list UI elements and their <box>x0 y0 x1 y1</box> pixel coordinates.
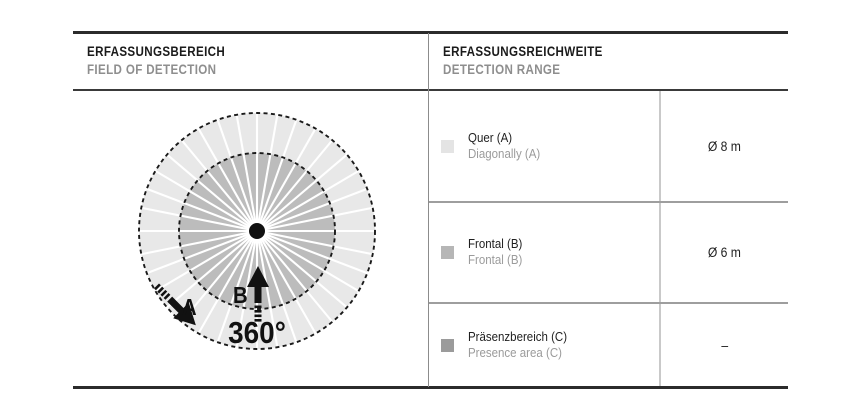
arrow-a-label: A <box>182 294 197 321</box>
inner-ring-border <box>178 152 336 310</box>
angle-label: 360° <box>228 316 286 351</box>
left-header-en: FIELD OF DETECTION <box>87 62 217 77</box>
left-panel-header: ERFASSUNGSBEREICH FIELD OF DETECTION <box>87 43 248 79</box>
legend-label-b-en: Frontal (B) <box>468 253 523 267</box>
legend-value-b-text: Ø 6 m <box>707 245 742 260</box>
legend-value-a-text: Ø 8 m <box>707 138 742 154</box>
legend-row-a: Quer (A) Diagonally (A) <box>429 91 659 201</box>
right-header-en: DETECTION RANGE <box>443 62 561 77</box>
legend-label-a-de: Quer (A) <box>468 130 513 145</box>
header-separator-rule <box>73 89 788 91</box>
outer-ring-border <box>138 112 376 350</box>
legend-labels-c: Präsenzbereich (C) Presence area (C) <box>468 329 576 362</box>
legend-value-c-text: – <box>721 337 728 353</box>
left-header-de: ERFASSUNGSBEREICH <box>87 44 226 59</box>
legend-row-c: Präsenzbereich (C) Presence area (C) <box>429 304 659 386</box>
row-divider-2 <box>429 302 788 304</box>
legend-swatch-c <box>441 338 454 352</box>
legend-labels-a: Quer (A) Diagonally (A) <box>468 130 547 163</box>
table-top-rule <box>73 31 788 34</box>
panel-vertical-divider <box>428 33 429 387</box>
detection-spec-table: ERFASSUNGSBEREICH FIELD OF DETECTION ERF… <box>73 31 788 389</box>
right-panel-header: ERFASSUNGSREICHWEITE DETECTION RANGE <box>443 43 629 79</box>
legend-row-b: Frontal (B) Frontal (B) <box>429 203 659 302</box>
arrow-b-indicator <box>247 266 269 322</box>
legend-label-c-de: Präsenzbereich (C) <box>468 329 568 344</box>
right-header-de: ERFASSUNGSREICHWEITE <box>443 44 603 59</box>
sensor-center-dot <box>249 223 265 239</box>
legend-value-a: Ø 8 m <box>661 91 788 201</box>
legend-label-a-en: Diagonally (A) <box>468 146 541 161</box>
legend-label-c-en: Presence area (C) <box>468 345 562 360</box>
legend-value-c: – <box>661 304 788 386</box>
value-column-divider <box>659 91 661 386</box>
legend-labels-b: Frontal (B) Frontal (B) <box>468 236 527 269</box>
table-bottom-rule <box>73 386 788 389</box>
legend-label-b-de: Frontal (B) <box>468 237 523 251</box>
detection-field-diagram: A B 360° <box>73 91 428 386</box>
legend-swatch-b <box>441 246 454 259</box>
row-divider-1 <box>429 201 788 203</box>
legend-swatch-a <box>441 139 454 153</box>
arrow-b-label: B <box>233 282 248 309</box>
legend-value-b: Ø 6 m <box>661 203 788 302</box>
arrow-a-indicator <box>154 283 196 326</box>
